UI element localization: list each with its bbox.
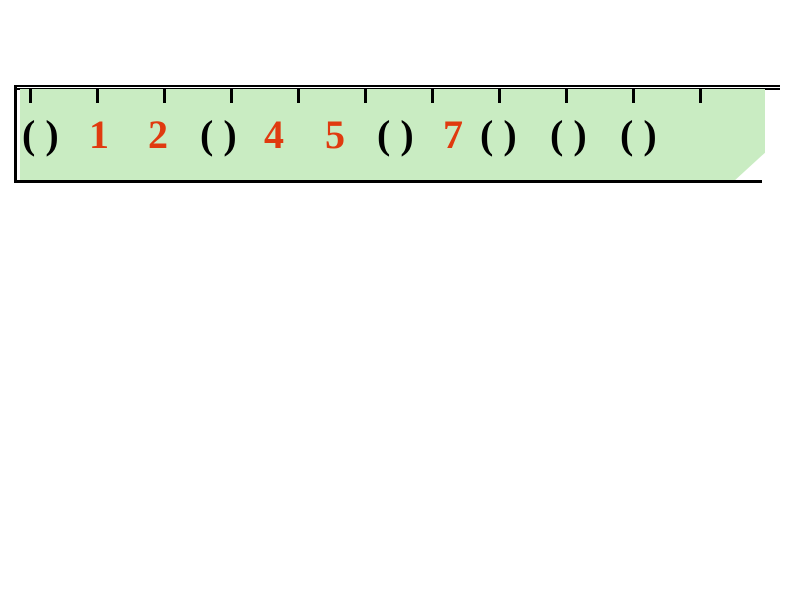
blank-label: ( ) [620,111,657,158]
tick [364,89,367,103]
tick [632,89,635,103]
blank-label: ( ) [377,111,414,158]
number-label: 4 [264,111,284,158]
blank-label: ( ) [200,111,237,158]
tick [297,89,300,103]
blank-label: ( ) [480,111,517,158]
ruler: ( ) 12 ( ) 45 ( ) 7 ( ) ( ) ( ) [14,85,780,183]
number-label: 1 [89,111,109,158]
number-label: 2 [148,111,168,158]
ruler-labels: ( ) 12 ( ) 45 ( ) 7 ( ) ( ) ( ) [17,111,761,171]
tick [230,89,233,103]
number-label: 5 [325,111,345,158]
tick [498,89,501,103]
tick [29,89,32,103]
tick [163,89,166,103]
tick [565,89,568,103]
ruler-ticks [17,89,761,103]
tick [96,89,99,103]
number-label: 7 [443,111,463,158]
tick [699,89,702,103]
ruler-body: ( ) 12 ( ) 45 ( ) 7 ( ) ( ) ( ) [14,85,762,183]
blank-label: ( ) [550,111,587,158]
tick [431,89,434,103]
blank-label: ( ) [22,111,59,158]
